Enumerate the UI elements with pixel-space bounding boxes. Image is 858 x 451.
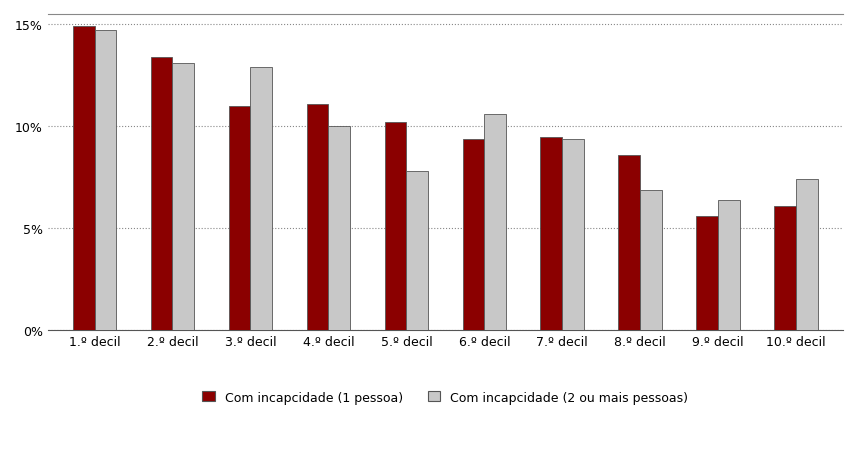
- Bar: [697, 216, 718, 331]
- Bar: [228, 106, 251, 331]
- Bar: [384, 123, 407, 331]
- Bar: [796, 180, 818, 331]
- Bar: [462, 139, 485, 331]
- Bar: [172, 64, 194, 331]
- Bar: [251, 68, 272, 331]
- Bar: [485, 115, 506, 331]
- Bar: [562, 139, 584, 331]
- Bar: [151, 58, 172, 331]
- Bar: [541, 137, 562, 331]
- Bar: [94, 31, 117, 331]
- Bar: [775, 207, 796, 331]
- Bar: [718, 200, 740, 331]
- Bar: [640, 190, 662, 331]
- Legend: Com incapcidade (1 pessoa), Com incapcidade (2 ou mais pessoas): Com incapcidade (1 pessoa), Com incapcid…: [202, 391, 688, 404]
- Bar: [329, 127, 350, 331]
- Bar: [73, 27, 94, 331]
- Bar: [306, 105, 329, 331]
- Bar: [619, 156, 640, 331]
- Bar: [407, 172, 428, 331]
